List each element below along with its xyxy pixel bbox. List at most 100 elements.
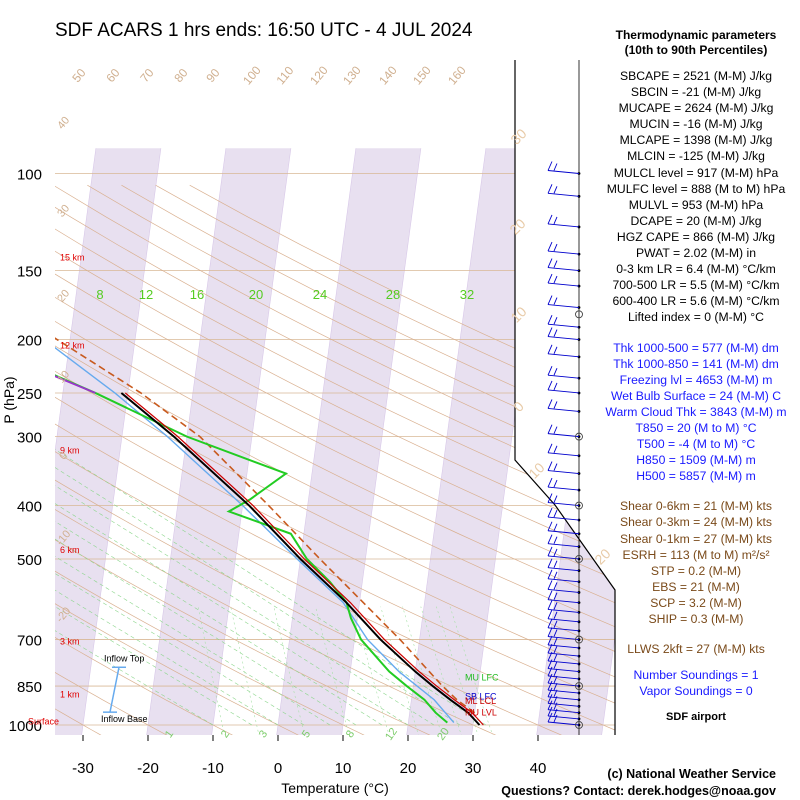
wind-barb-flag (553, 560, 558, 568)
wind-barb-flag (547, 687, 553, 697)
parameters-panel: Thermodynamic parameters (10th to 90th P… (592, 28, 800, 725)
p-tick-label-2: 200 (17, 333, 42, 350)
thermo-param-12: 0-3 km LR = 6.4 (M-M) °C/km (616, 262, 776, 277)
right-theta-label-4: 10 (525, 459, 547, 481)
wind-barb (547, 618, 580, 623)
wind-barb (547, 636, 580, 641)
parcel-trace (55, 269, 476, 714)
wind-barb-flag (547, 706, 553, 717)
dry-adiabat (55, 184, 615, 735)
wind-barb (547, 502, 580, 506)
wind-barb (547, 486, 580, 491)
wind-barb-flag (553, 611, 558, 619)
wind-barb-flag (547, 680, 553, 691)
wind-barb-flag (547, 521, 553, 531)
wind-barb-flag (553, 216, 558, 225)
wind-barb-flag (547, 477, 553, 488)
wind-barb-flag (553, 682, 558, 691)
isotherm-line (146, 148, 227, 735)
p-tick-label-1: 150 (17, 264, 42, 281)
barb-ring (575, 682, 583, 691)
isotherm-band (406, 148, 551, 735)
mixing-ratio-line (197, 606, 226, 735)
wind-barb-flag (547, 712, 553, 723)
temperature-trace (120, 392, 481, 726)
wind-barb-flag (547, 580, 553, 590)
shear-list: Shear 0-6km = 21 (M-M) kts Shear 0-3km = … (592, 498, 800, 627)
height-param-8: H500 = 5857 (M-M) m (636, 469, 756, 484)
site-name: SDF airport (666, 711, 726, 724)
wind-barb (547, 578, 580, 583)
isotherm-band (276, 148, 421, 735)
thermo-param-9: DCAPE = 20 (M-M) J/kg (630, 213, 762, 228)
mixing-ratio-line (315, 606, 350, 735)
wind-barb-flag (553, 661, 558, 669)
wind-barb (547, 192, 580, 197)
shear-param-2: Shear 0-1km = 27 (M-M) kts (619, 531, 773, 546)
wind-barb-flag (553, 582, 558, 590)
dry-adiabat (55, 184, 170, 735)
moist-adiabat (55, 339, 383, 726)
wetbulb-label-0: 1 (163, 728, 176, 740)
wind-barb (547, 452, 580, 457)
wind-barb-flag (547, 627, 553, 637)
wind-barb-flag (553, 367, 558, 376)
right-theta-label-0: 30 (507, 125, 529, 147)
wind-barb (547, 652, 580, 657)
wind-barb-flag (553, 523, 558, 531)
mixing-ratio-label-5: 28 (386, 287, 400, 302)
wind-barb (547, 304, 580, 308)
thermo-param-4: MLCAPE = 1398 (M-M) J/kg (619, 133, 773, 148)
wind-barb (547, 702, 580, 707)
wetbulb-label-1: 2 (219, 728, 232, 740)
barb-dot (577, 225, 581, 229)
wind-barb (547, 336, 580, 340)
wind-barb-flag (547, 380, 553, 391)
dry-adiabat (55, 184, 236, 735)
isotherm-line (211, 148, 292, 735)
shear-param-3: ESRH = 113 (M to M) m²/s² (622, 547, 770, 562)
x-axis-label: Temperature (°C) (281, 780, 389, 796)
height-param-5: T850 = 20 (M to M) °C (635, 420, 757, 435)
thermo-param-10: HGZ CAPE = 866 (M-M) J/kg (616, 229, 776, 244)
wind-barb-flag (553, 163, 558, 171)
p-tick-label-8: 850 (17, 679, 42, 696)
wind-barb-flag (553, 463, 558, 471)
wind-barb-flag (547, 365, 553, 376)
dry-adiabat-label-1: 60 (103, 66, 123, 85)
wind-barb-flag (553, 675, 558, 684)
wind-barb-flag (553, 629, 558, 637)
dry-adiabat (55, 184, 302, 735)
shear-param-6: SCP = 3.2 (M-M) (650, 595, 742, 610)
left-theta-label-2: 20 (55, 288, 72, 305)
isotherm-line (276, 148, 357, 735)
x-tick-label-7: 40 (530, 760, 547, 777)
thermo-param-7: MULFC level = 888 (M to M) hPa (606, 181, 786, 196)
wind-barb-flag (547, 590, 553, 600)
isotherm-band (146, 148, 291, 735)
shear-param-5: EBS = 21 (M-M) (652, 579, 740, 594)
wind-barb (547, 696, 580, 701)
thermo-param-3: MUCIN = -16 (M-M) J/kg (629, 117, 763, 132)
thermo-list: SBCAPE = 2521 (M-M) J/kg SBCIN = -21 (M-M… (592, 68, 800, 326)
p-tick-label-0: 100 (17, 167, 42, 184)
wind-barb (547, 682, 580, 687)
wind-barb-flag (553, 653, 558, 662)
plot-border (514, 60, 616, 735)
dry-adiabat (55, 184, 566, 735)
wind-barb (547, 715, 580, 720)
wind-barb (547, 721, 580, 726)
height-param-4: Warm Cloud Thk = 3843 (M-M) m (605, 404, 787, 419)
thermo-param-14: 600-400 LR = 5.6 (M-M) °C/km (612, 294, 780, 309)
isotherm-line (341, 148, 422, 735)
wind-barb-flag (547, 258, 553, 268)
dry-adiabat-label-0: 50 (69, 66, 89, 85)
height-label-2: 9 km (60, 446, 80, 456)
wind-barb (547, 433, 580, 438)
height-label-6: Surface (28, 716, 59, 726)
wind-barb-flag (547, 184, 553, 194)
left-theta-label-0: 40 (55, 115, 72, 132)
wind-barb-flag (553, 329, 558, 337)
wind-barb (547, 516, 580, 521)
